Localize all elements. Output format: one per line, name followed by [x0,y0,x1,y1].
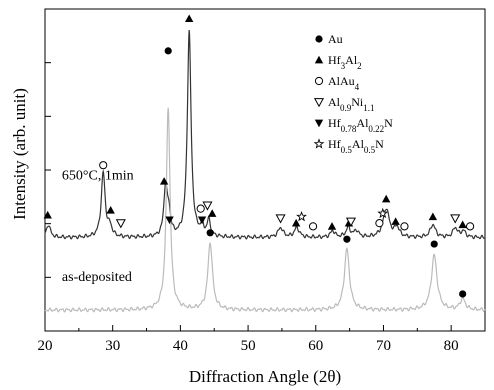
series-line [44,107,486,313]
peak-marker [115,219,126,229]
legend-label: Hf3Al2 [328,53,362,71]
legend-label-part: Ni [351,95,364,109]
peak-marker [345,217,357,227]
peak-marker [375,219,384,228]
y-axis-ticks [45,62,51,278]
legend-label-part: 0.22 [368,124,384,134]
peak-marker [106,206,115,214]
legend-label-part: 0.5 [341,145,353,155]
peak-marker [208,209,217,217]
legend-label-part: N [384,116,393,130]
legend-label-part: 2 [357,61,362,71]
x-tick-label: 60 [308,338,323,354]
peak-marker [377,207,389,219]
peak-marker [458,220,467,229]
legend-label-part: Al [345,53,358,67]
peak-marker [159,177,169,185]
legend-label-part: 4 [355,82,360,92]
legend-label-part: Hf [328,116,341,130]
peak-marker [381,194,391,203]
peak-marker [450,214,461,224]
legend-label: Hf0.5Al0.5N [328,137,384,155]
legend-label-part: 0.5 [364,145,376,155]
series-label: as-deposited [62,270,132,285]
legend-label-part: 3 [341,61,346,71]
peak-marker [428,212,438,221]
peak-marker [275,214,286,224]
legend-label-part: AlAu [328,74,355,88]
legend-label-part: Al [356,116,369,130]
legend-label-part: 1.1 [363,103,374,113]
peak-marker [459,290,467,298]
peak-marker [99,161,108,170]
legend-label-part: 0.78 [341,124,357,134]
peak-markers [43,14,475,298]
peak-marker [400,222,409,231]
series-line [44,30,486,240]
legend-label-part: 0.9 [340,103,352,113]
legend-marker [313,98,325,108]
x-tick-label: 30 [105,338,120,354]
legend-label-part: Hf [328,53,341,67]
legend-label: AlAu4 [328,74,360,92]
legend: AuHf3Al2AlAu4Al0.9Ni1.1Hf0.78Al0.22NHf0.… [313,32,393,155]
plot-area: 20 30 40 50 60 70 80 650°C, 1min as-deposited A… [38,8,486,354]
series-label: 650°C, 1min [62,169,134,184]
peak-marker [165,216,174,225]
peak-marker [164,47,172,55]
legend-label-part: Al [328,95,341,109]
legend-marker [315,35,323,43]
x-tick-label: 20 [38,338,53,354]
peak-marker [308,222,318,231]
legend-marker [314,119,324,128]
peak-marker [206,229,214,237]
legend-marker [314,55,324,64]
peak-marker [430,240,438,248]
legend-label-part: Al [352,137,365,151]
legend-marker [313,138,325,149]
peak-marker [197,216,207,225]
legend-marker [314,76,324,86]
peak-marker [296,210,308,222]
peak-marker [343,235,351,243]
peak-marker [291,218,301,227]
peak-marker [196,204,205,213]
x-tick-label: 40 [173,338,188,354]
peak-marker [466,222,475,231]
x-tick-label: 70 [376,338,391,354]
peak-marker [184,14,194,23]
y-axis-title: Intensity (arb. unit) [10,88,29,220]
legend-label: Hf0.78Al0.22N [328,116,393,134]
legend-label: Au [328,32,343,46]
x-axis-ticks: 20 30 40 50 60 70 80 [38,325,486,354]
x-tick-label: 50 [241,338,256,354]
peak-marker [391,217,400,225]
legend-label-part: N [375,137,384,151]
x-axis-title: Diffraction Angle (2θ) [189,367,341,386]
legend-label-part: Hf [328,137,341,151]
legend-label-part: Au [328,32,343,46]
peak-marker [202,201,213,211]
legend-label: Al0.9Ni1.1 [328,95,375,113]
series-labels: 650°C, 1min as-deposited [62,169,134,285]
series-layer [44,30,486,313]
x-tick-label: 80 [444,338,459,354]
peak-marker [327,222,337,230]
peak-marker [43,210,52,219]
